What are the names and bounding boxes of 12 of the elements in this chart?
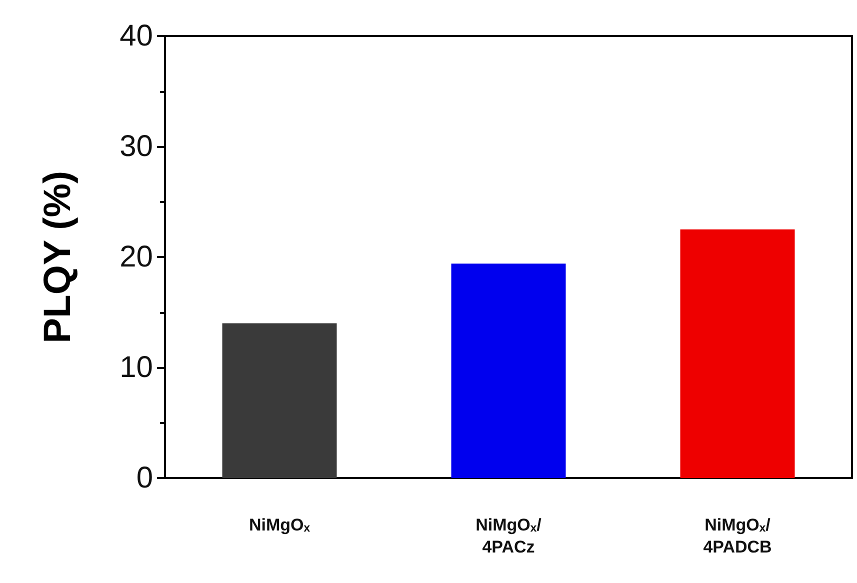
x-tick-label: NiMgOₓ	[249, 516, 311, 534]
bar	[680, 229, 795, 478]
x-tick-label: NiMgOₓ/ 4PACz	[476, 516, 542, 556]
y-tick-label: 20	[120, 240, 153, 274]
y-axis-title: PLQY (%)	[37, 170, 79, 344]
bar	[222, 323, 337, 478]
y-tick-label: 40	[120, 20, 153, 52]
bar	[451, 264, 566, 478]
x-tick-label: NiMgOₓ/ 4PADCB	[703, 516, 772, 556]
y-tick-label: 0	[136, 462, 153, 494]
y-tick-label: 10	[120, 351, 153, 384]
y-tick-label: 30	[120, 130, 153, 163]
